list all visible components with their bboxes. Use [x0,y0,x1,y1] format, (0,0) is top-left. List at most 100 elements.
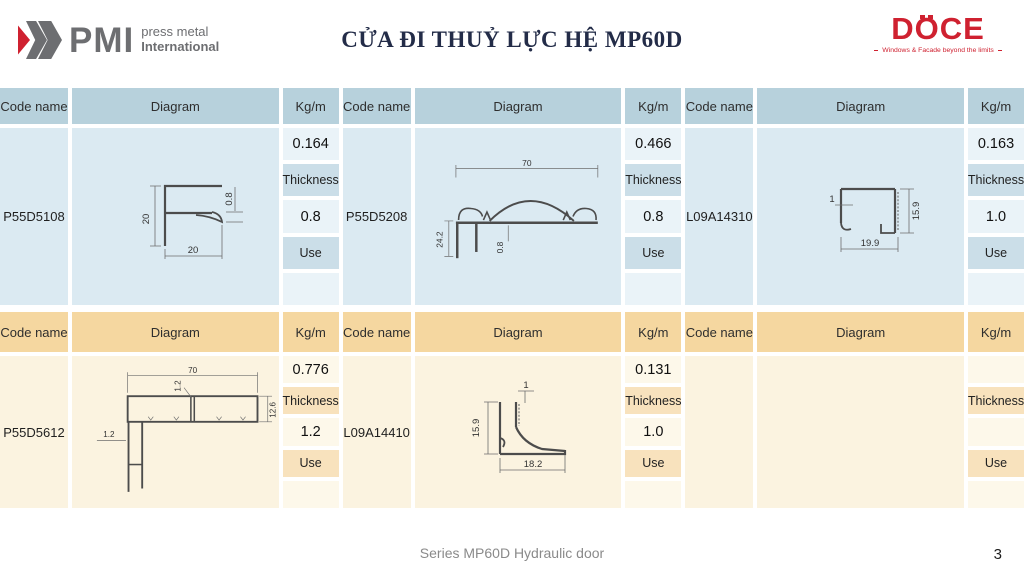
code-name-cell: L09A14310 [685,128,754,305]
dimension-label: 0.8 [495,241,505,253]
column-header-kgm: Kg/m [625,88,682,124]
profile-drawing-p55d5108: 20 20 0.8 [141,184,244,259]
dimension-label: 20 [188,245,199,256]
kgm-stack: 0.131 Thickness 1.0 Use [625,356,682,509]
thickness-value: 0.8 [625,200,682,233]
profile-drawing-p55d5208: 70 24.2 0.8 [435,158,599,259]
kgm-stack: 0.164 Thickness 0.8 Use [282,128,339,306]
column-header-kgm: Kg/m [968,88,1024,124]
kgm-stack: 0.163 Thickness 1.0 Use [968,128,1024,306]
use-label: Use [282,449,339,477]
kgm-stack: Thickness Use [968,356,1024,509]
empty-cell [282,480,339,509]
dimension-label: 70 [188,366,198,375]
tagline-text: Windows & Facade beyond the limits [882,47,994,55]
column-header-diagram: Diagram [72,312,279,352]
use-label: Use [282,236,339,269]
column-header-code-name: Code name [685,312,754,352]
kgm-value: 0.466 [625,128,682,161]
empty-cell [625,272,682,306]
page-number: 3 [993,546,1002,563]
profile-diagram-cell: 1 15.9 18.2 [414,356,622,508]
thickness-value: 1.0 [625,418,682,446]
column-header-diagram: Diagram [414,312,622,352]
thickness-value: 1.2 [282,418,339,446]
dimension-label: 15.9 [471,418,482,437]
doce-logo: DOCE Windows & Facade beyond the limits [874,11,1003,55]
column-header-code-name: Code name [685,88,754,124]
kgm-stack: 0.466 Thickness 0.8 Use [625,128,682,306]
pmi-line2: International [141,39,220,54]
dimension-label: 15.9 [911,202,922,221]
dimension-label: 1.2 [103,430,115,439]
dimension-label: 70 [522,158,532,168]
column-header-code-name: Code name [342,312,411,352]
thickness-label: Thickness [283,164,339,197]
doce-wordmark: DOCE [891,11,985,46]
code-name-cell: L09A14410 [342,356,411,508]
dimension-label: 0.8 [224,192,235,205]
kgm-value: 0.163 [968,128,1024,161]
kgm-stack: 0.776 Thickness 1.2 Use [282,356,339,509]
dimension-label: 1 [523,380,528,391]
column-header-diagram: Diagram [757,312,964,352]
dimension-label: 20 [141,214,152,225]
thickness-value: 1.0 [968,200,1024,233]
table-body-row-orange: P55D5612 70 1.2 1.2 12.6 0.776 Thickn [0,356,1024,509]
profile-diagram-cell-empty [757,356,964,508]
thickness-label: Thickness [283,387,339,415]
empty-cell [282,272,339,306]
page-title: CỬA ĐI THUỶ LỰC HỆ MP60D [341,27,683,52]
profile-diagram-cell: 20 20 0.8 [72,128,279,305]
dimension-label: 18.2 [524,459,543,470]
dimension-label: 1.2 [173,379,182,391]
dimension-label: 19.9 [860,238,879,249]
profile-diagram-cell: 70 24.2 0.8 [414,128,622,305]
profile-diagram-cell: 1 19.9 15.9 [757,128,964,305]
tagline-rule [874,50,879,52]
kgm-value: 0.164 [282,128,339,161]
use-label: Use [968,236,1024,269]
kgm-value: 0.776 [282,356,339,384]
pmi-chevrons-icon [18,20,62,60]
thickness-label: Thickness [625,387,681,415]
column-header-code-name: Code name [0,312,68,352]
column-header-diagram: Diagram [72,88,279,124]
pmi-acronym: PMI [69,20,135,60]
column-header-code-name: Code name [0,88,68,124]
doce-tagline: Windows & Facade beyond the limits [874,47,1003,55]
code-name-cell: P55D5612 [0,356,68,508]
profile-drawing-p55d5612: 70 1.2 1.2 12.6 [96,366,277,492]
thickness-value: 0.8 [282,200,339,233]
use-label: Use [968,449,1024,477]
umlaut-dot-icon [920,14,925,19]
empty-cell [968,480,1024,509]
kgm-value: 0.131 [625,356,682,384]
thickness-label: Thickness [625,164,681,197]
thickness-label: Thickness [968,164,1024,197]
doce-text: DOCE [891,11,985,46]
tagline-rule [997,50,1003,52]
column-header-kgm: Kg/m [968,312,1024,352]
table-header-row-orange: Code name Diagram Kg/m Code name Diagram… [0,312,1024,352]
pmi-logo: PMI press metal International [18,17,219,63]
column-header-code-name: Code name [342,88,411,124]
footer-caption: Series MP60D Hydraulic door [419,545,605,561]
dimension-label: 24.2 [435,231,445,248]
dimension-label: 1 [829,194,834,205]
page-header: PMI press metal International CỬA ĐI THU… [0,0,1024,88]
umlaut-dot-icon [928,14,933,19]
use-label: Use [625,236,682,269]
code-name-cell: P55D5108 [0,128,68,305]
column-header-diagram: Diagram [414,88,622,124]
table-header-row-blue: Code name Diagram Kg/m Code name Diagram… [0,88,1024,124]
profile-diagram-cell: 70 1.2 1.2 12.6 [72,356,279,508]
column-header-diagram: Diagram [757,88,964,124]
code-name-cell [685,356,754,508]
thickness-value [968,418,1024,446]
pmi-wordmark: press metal International [141,24,220,55]
empty-cell [625,480,682,509]
pmi-line1: press metal [141,24,209,40]
column-header-kgm: Kg/m [625,312,682,352]
use-label: Use [625,449,682,477]
